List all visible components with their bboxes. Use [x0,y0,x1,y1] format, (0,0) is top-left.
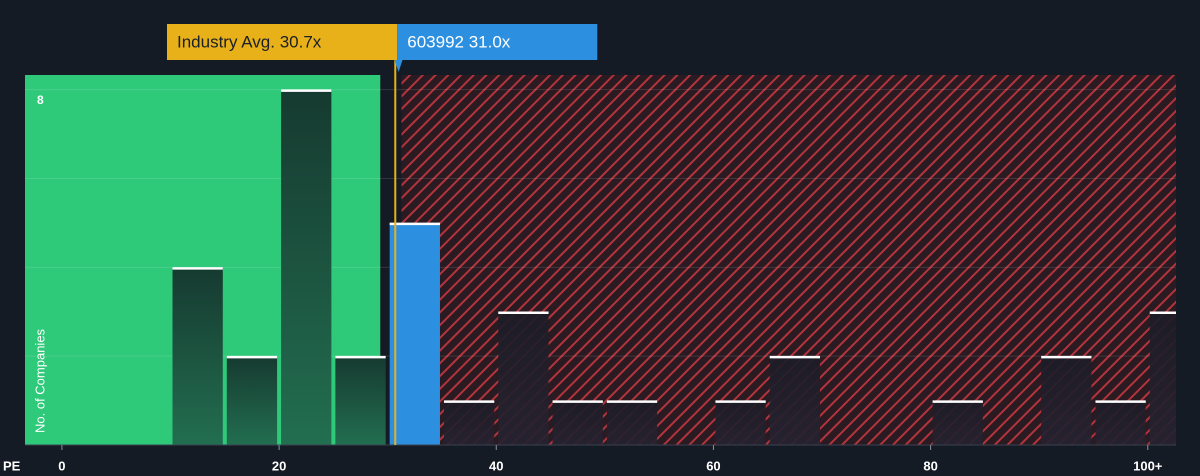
bar [932,400,983,445]
industry-average-box [167,24,398,60]
x-axis-label: PE [3,458,21,473]
bar [606,400,658,445]
bar [715,400,766,445]
bars [172,89,1176,445]
company-label: 603992 31.0x [407,32,511,51]
bar [389,222,440,445]
y-tick-label: 8 [37,93,44,107]
bar [552,400,603,445]
bar [1149,311,1176,445]
y-axis-label: No. of Companies [32,328,47,433]
x-tick-label: 0 [58,458,65,473]
bar [769,356,821,445]
x-tick-label: 60 [706,458,720,473]
company-box [397,24,598,60]
bar [226,356,278,445]
bar [1095,400,1146,445]
bar [1041,356,1092,445]
bar [281,89,332,445]
x-tick-label: 40 [489,458,503,473]
industry-average-label: Industry Avg. 30.7x [177,32,322,51]
bar [335,356,386,445]
company-pointer [394,60,403,72]
x-tick-label: 80 [923,458,937,473]
x-tick-label: 20 [272,458,286,473]
bar [443,400,495,445]
bar [172,267,223,445]
bar [498,311,549,445]
x-tick-label: 100+ [1133,458,1163,473]
